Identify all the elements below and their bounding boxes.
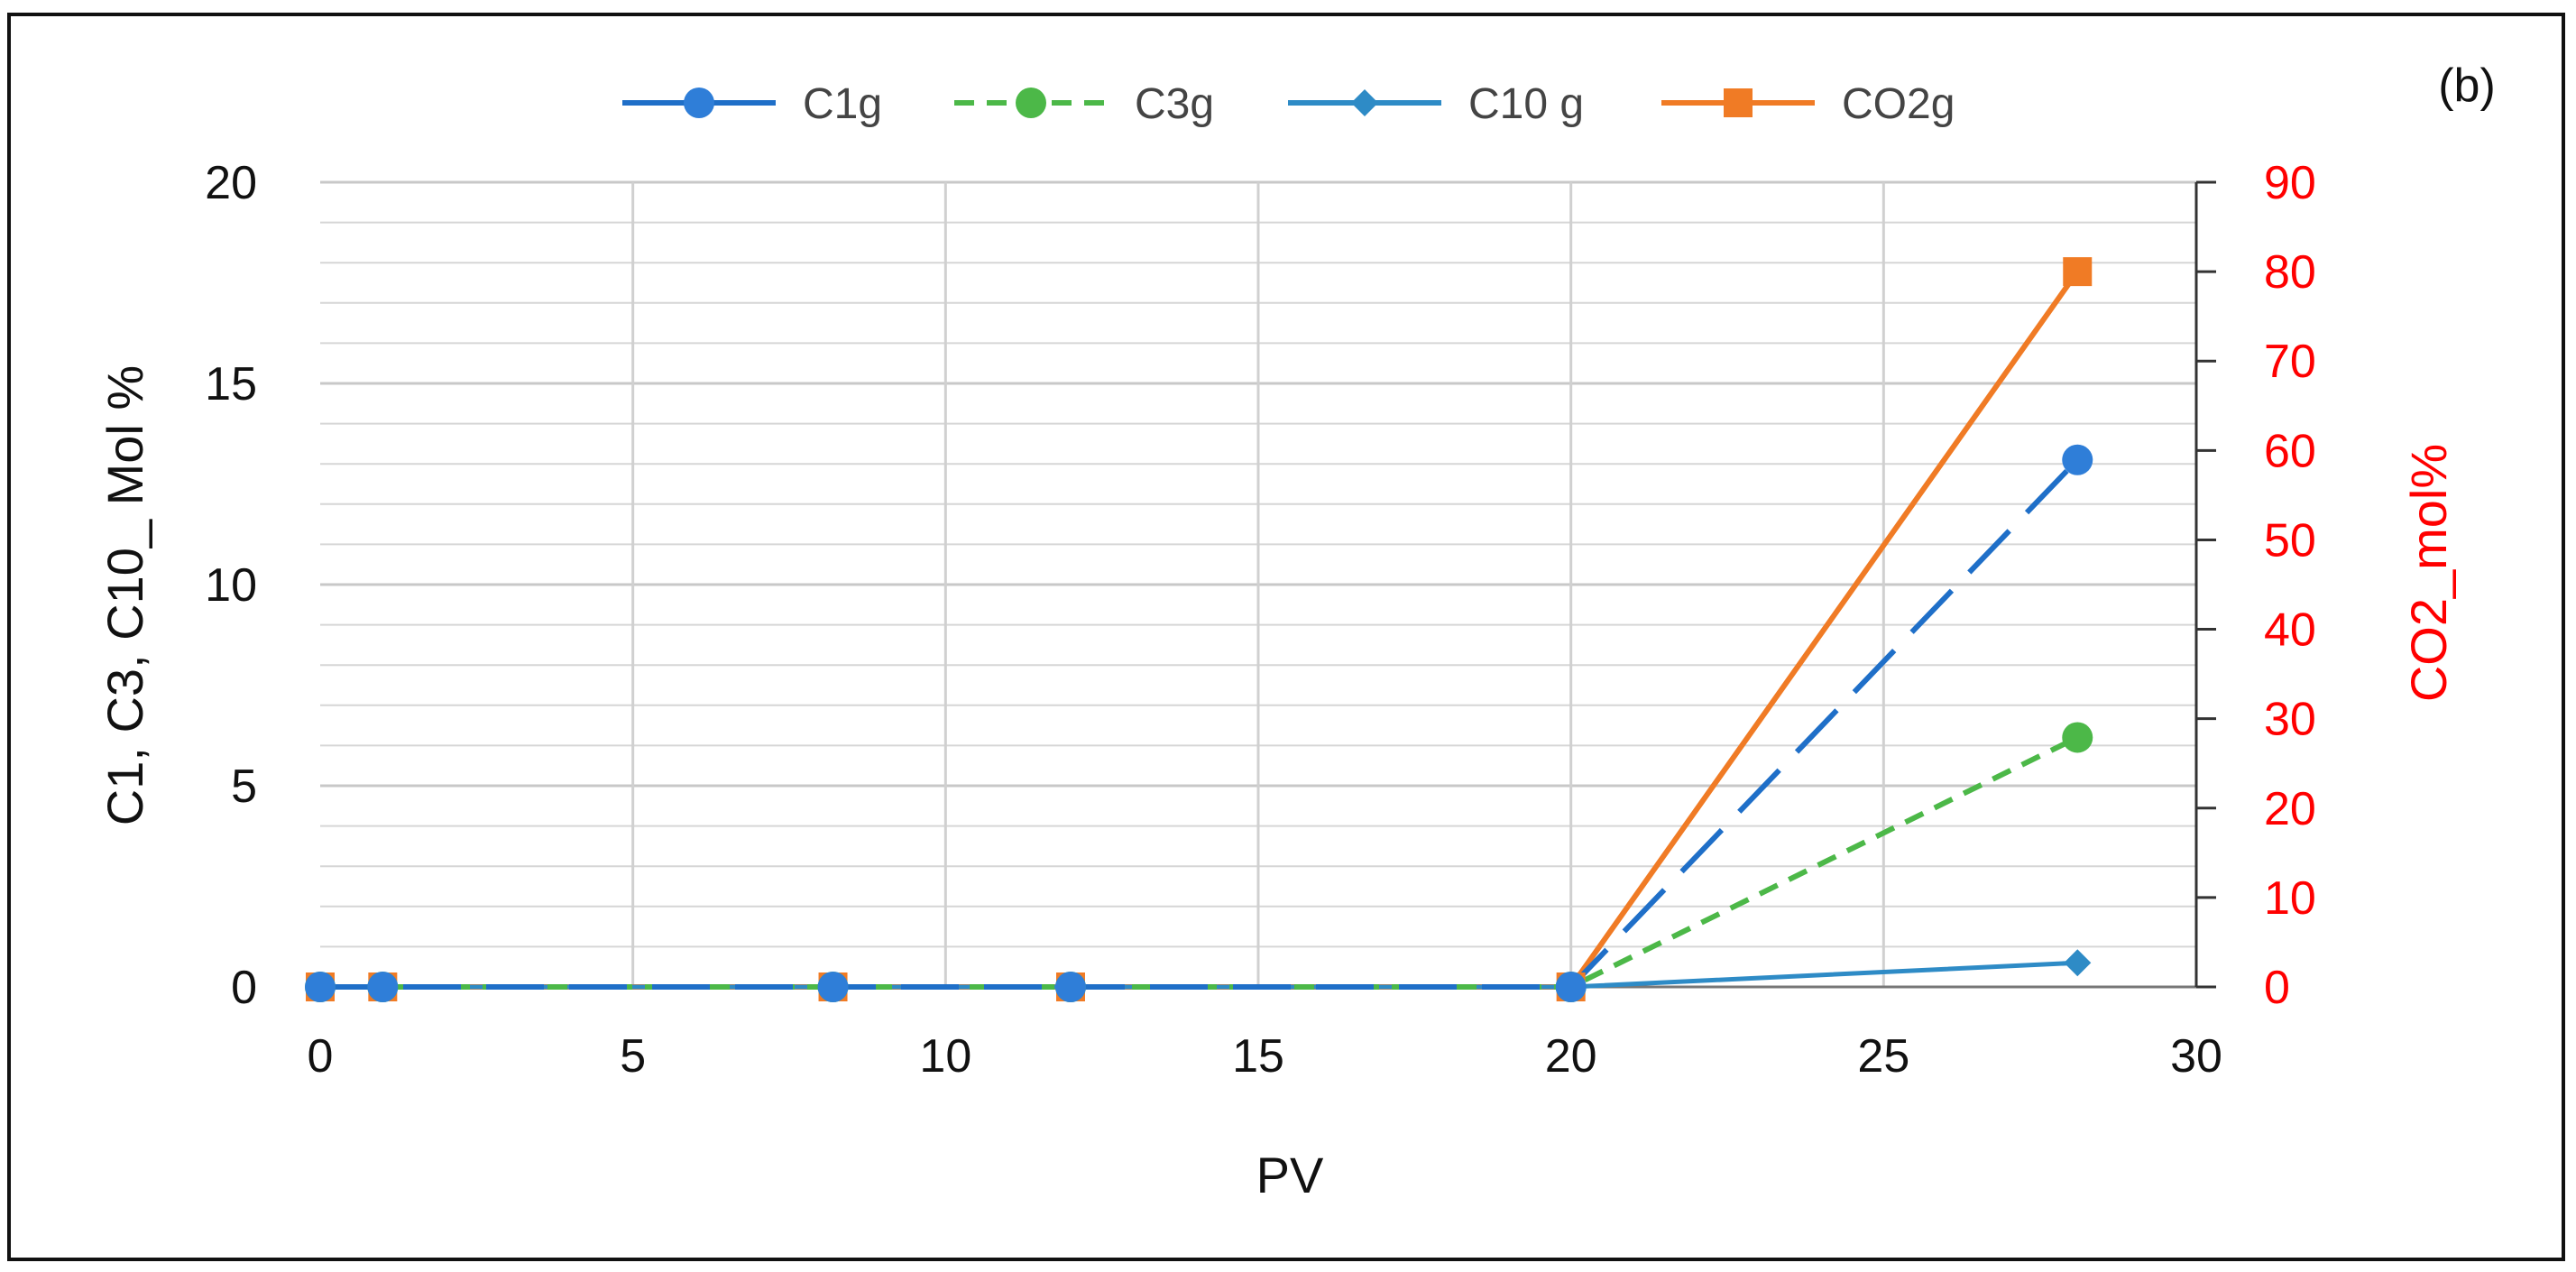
legend-marker-c3g — [1016, 88, 1046, 118]
x-tick-label: 30 — [2170, 1030, 2222, 1083]
y-axis-title: C1, C3, C10_ Mol % — [97, 365, 153, 825]
chart-frame — [7, 13, 2565, 1261]
x-tick-label: 15 — [1232, 1030, 1284, 1083]
data-point-c3g — [2062, 722, 2093, 753]
legend-label-c1g: C1g — [803, 80, 882, 128]
series-layer — [305, 257, 2093, 1002]
x-tick-label: 25 — [1857, 1030, 1909, 1083]
x-axis-title: PV — [1256, 1147, 1324, 1203]
legend-label-co2g: CO2g — [1842, 80, 1955, 128]
y-tick-label: 10 — [205, 559, 257, 612]
y-tick-label: 15 — [205, 358, 257, 410]
data-point-c1g — [1055, 972, 1086, 1002]
data-point-c10-g — [2064, 949, 2092, 977]
data-point-c1g — [367, 972, 399, 1002]
y-tick-label: 5 — [231, 760, 257, 813]
y2-tick-label: 20 — [2264, 783, 2316, 835]
legend-marker-c10-g — [1351, 89, 1378, 116]
y2-tick-label: 0 — [2264, 962, 2290, 1014]
series-line-c10-g — [320, 960, 2078, 990]
data-point-c1g — [817, 972, 849, 1002]
legend-marker-co2g — [1724, 88, 1753, 117]
x-tick-label: 10 — [919, 1030, 971, 1083]
tick-labels: 0 5 10 15 20 25 30 0 5 10 15 20 0 10 20 30 40 50 60 70 80 90 — [205, 157, 2316, 1083]
y2-tick-label: 80 — [2264, 246, 2316, 299]
y-tick-label: 0 — [231, 962, 257, 1014]
legend-label-c10-g: C10 g — [1468, 80, 1584, 128]
y2-tick-label: 30 — [2264, 694, 2316, 746]
x-tick-label: 20 — [1545, 1030, 1597, 1083]
data-point-c1g — [2062, 444, 2093, 475]
x-tick-label: 0 — [308, 1030, 334, 1083]
panel-label: (b) — [2438, 60, 2496, 112]
y2-tick-label: 40 — [2264, 604, 2316, 657]
data-point-c1g — [1555, 972, 1587, 1002]
series-line-c3g — [320, 734, 2079, 990]
series-line-c1g — [320, 457, 2080, 990]
y2-tick-label: 90 — [2264, 157, 2316, 209]
y2-tick-label: 70 — [2264, 336, 2316, 388]
legend-label-c3g: C3g — [1135, 80, 1214, 128]
x-tick-label: 5 — [620, 1030, 646, 1083]
data-point-c1g — [305, 972, 336, 1002]
y2-tick-label: 60 — [2264, 425, 2316, 477]
data-point-co2g — [2063, 257, 2093, 287]
y-tick-label: 20 — [205, 157, 257, 209]
y2-tick-label: 10 — [2264, 872, 2316, 925]
legend-marker-c1g — [684, 88, 714, 118]
series-line-co2g — [320, 270, 2080, 990]
legend: C1g C3g C10 g CO2g — [622, 80, 1955, 128]
gridlines — [320, 180, 2198, 987]
y2-axis-title: CO2_mol% — [2400, 444, 2457, 702]
y2-tick-label: 50 — [2264, 514, 2316, 567]
